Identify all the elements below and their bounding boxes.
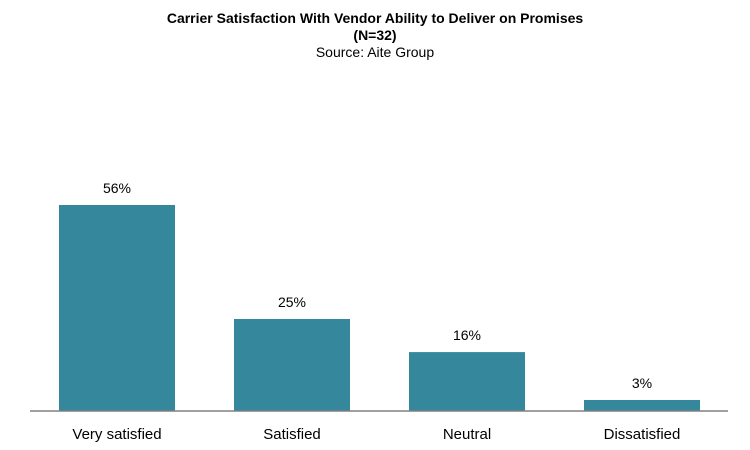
chart-subtitle: (N=32) — [353, 27, 397, 43]
value-labels-group: 56% 25% 16% 3% — [103, 180, 652, 391]
chart-title: Carrier Satisfaction With Vendor Ability… — [166, 10, 584, 26]
chart-header: Carrier Satisfaction With Vendor Ability… — [0, 10, 750, 61]
category-label: Dissatisfied — [604, 426, 681, 443]
category-label: Neutral — [443, 426, 491, 443]
bar-dissatisfied — [584, 400, 700, 411]
value-label: 56% — [103, 180, 131, 196]
category-label: Satisfied — [263, 426, 321, 443]
chart-source: Source: Aite Group — [315, 44, 435, 60]
category-labels-group: Very satisfied Satisfied Neutral Dissatisfi… — [72, 426, 680, 443]
value-label: 3% — [632, 375, 652, 391]
value-label: 16% — [453, 327, 481, 343]
bar-very-satisfied — [59, 205, 175, 411]
bars-group — [59, 205, 700, 411]
category-label: Very satisfied — [72, 426, 161, 443]
value-label: 25% — [278, 294, 306, 310]
bar-neutral — [409, 352, 525, 411]
bar-satisfied — [234, 319, 350, 411]
